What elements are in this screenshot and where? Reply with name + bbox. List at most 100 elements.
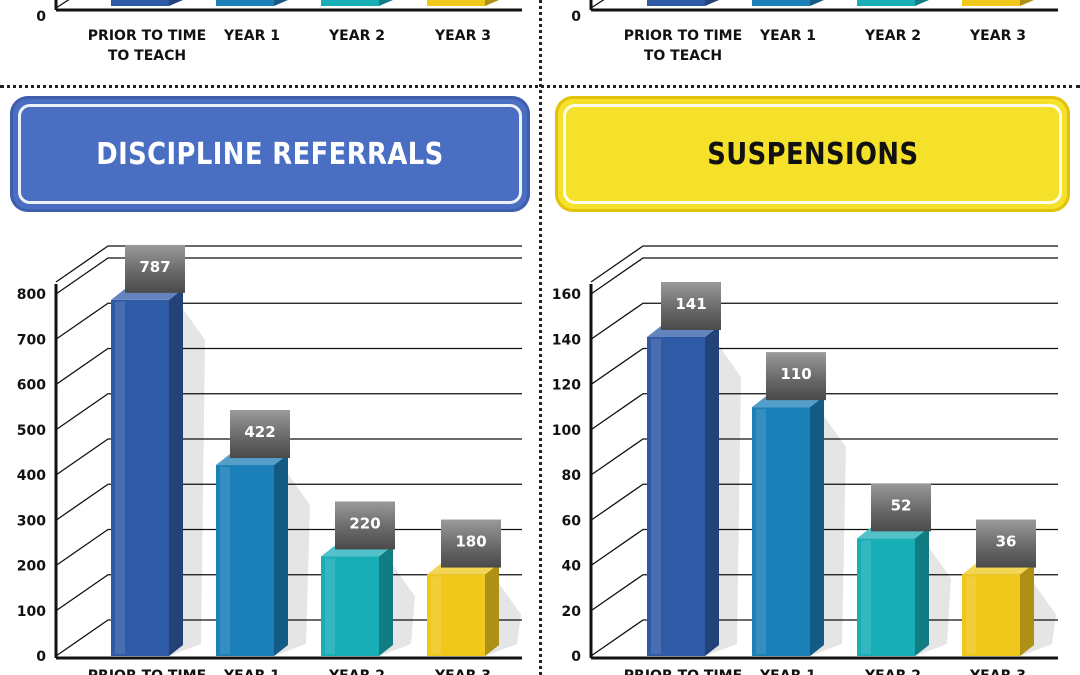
x-category-label: PRIOR TO TIME — [88, 668, 206, 675]
value-label-box — [766, 352, 826, 401]
bar-highlight — [115, 301, 125, 654]
x-category-label: TO TEACH — [108, 48, 186, 64]
bar — [857, 538, 915, 656]
suspensions-banner: SUSPENSIONS — [555, 96, 1070, 212]
bar-highlight — [756, 409, 766, 654]
bar-side — [485, 0, 499, 6]
bar — [111, 299, 169, 656]
bar-side — [705, 0, 719, 6]
bar — [647, 0, 705, 6]
value-label: 110 — [780, 365, 811, 383]
bar-side — [915, 527, 929, 656]
value-label: 220 — [349, 514, 380, 532]
bar-highlight — [325, 558, 335, 654]
bar — [752, 407, 810, 656]
gridline — [55, 302, 522, 340]
x-category-label: YEAR 1 — [223, 28, 280, 44]
y-tick-label: 140 — [552, 332, 581, 348]
y-tick-label: 600 — [17, 378, 46, 394]
ref-chart: 0 100 200 300 400 500 600 700 800 787 PRIOR TO TIM… — [17, 244, 522, 675]
gridline — [55, 347, 522, 386]
discipline-referrals-banner: DISCIPLINE REFERRALS — [10, 96, 530, 212]
x-category-label: PRIOR TO TIME — [624, 28, 742, 44]
value-label: 180 — [455, 533, 486, 551]
x-category-label: PRIOR TO TIME — [88, 28, 206, 44]
bar-side — [379, 545, 393, 656]
bar — [216, 0, 274, 6]
bar — [321, 0, 379, 6]
bar — [857, 0, 915, 6]
bar-side — [274, 0, 288, 6]
bar-side — [915, 0, 929, 6]
x-category-label: YEAR 2 — [864, 28, 921, 44]
cropped-chart-1: 0 PRIOR TO TIME TO TEACH YEAR 1 YEAR 2 YEAR 3 — [36, 0, 522, 64]
x-category-label: YEAR 1 — [759, 28, 816, 44]
x-category-label: YEAR 3 — [969, 28, 1026, 44]
gridline — [590, 393, 1058, 431]
bar-highlight — [861, 540, 871, 654]
bar-side — [1020, 0, 1034, 6]
y-tick-label: 0 — [36, 9, 46, 25]
y-tick-label: 500 — [17, 423, 46, 439]
sus-chart: 0 20 40 60 80 100 120 140 160 141 PRIOR TO TIME 110… — [552, 245, 1058, 675]
x-category-label: YEAR 3 — [434, 668, 491, 675]
horizontal-divider — [0, 85, 1080, 88]
bar-side — [274, 454, 288, 656]
bar — [427, 574, 485, 656]
value-label-box — [976, 519, 1036, 568]
gridline — [590, 0, 605, 9]
y-tick-label: 80 — [562, 468, 582, 484]
suspensions-title: SUSPENSIONS — [706, 136, 919, 172]
vertical-divider — [539, 0, 542, 675]
value-label-box — [871, 483, 931, 532]
y-tick-label: 20 — [562, 604, 582, 620]
y-tick-label: 0 — [571, 9, 581, 25]
x-category-label: YEAR 3 — [969, 668, 1026, 675]
value-label-box — [335, 501, 395, 550]
y-tick-label: 200 — [17, 559, 46, 575]
value-label-box — [230, 410, 290, 459]
y-tick-label: 400 — [17, 468, 46, 484]
value-label-box — [441, 519, 501, 568]
discipline-referrals-title: DISCIPLINE REFERRALS — [96, 136, 444, 172]
x-category-label: TO TEACH — [644, 48, 722, 64]
bar-highlight — [651, 338, 661, 654]
x-category-label: YEAR 1 — [223, 668, 280, 675]
y-tick-label: 800 — [17, 287, 46, 303]
gridline — [590, 302, 1058, 340]
y-tick-label: 60 — [562, 513, 582, 529]
bar-side — [485, 563, 499, 656]
gridline — [55, 245, 522, 283]
gridline — [590, 347, 1058, 386]
bar — [321, 556, 379, 656]
gridline — [590, 257, 1058, 295]
y-tick-label: 40 — [562, 559, 582, 575]
x-category-label: YEAR 1 — [759, 668, 816, 675]
value-label: 36 — [996, 533, 1017, 551]
x-category-label: YEAR 2 — [864, 668, 921, 675]
gridline — [55, 393, 522, 431]
value-label: 141 — [675, 295, 706, 313]
x-category-label: YEAR 3 — [434, 28, 491, 44]
y-tick-label: 160 — [552, 287, 581, 303]
x-category-label: YEAR 2 — [328, 28, 385, 44]
gridline — [55, 257, 522, 295]
gridline — [55, 0, 70, 9]
bar — [216, 465, 274, 656]
x-category-label: YEAR 2 — [328, 668, 385, 675]
bar-side — [379, 0, 393, 6]
bar — [647, 336, 705, 656]
bar — [962, 0, 1020, 6]
value-label-box — [125, 244, 185, 293]
bar — [111, 0, 169, 6]
bar-side — [810, 0, 824, 6]
y-tick-label: 0 — [36, 649, 46, 665]
gridline — [55, 438, 522, 476]
bar — [427, 0, 485, 6]
bar-side — [169, 0, 183, 6]
bar-side — [1020, 563, 1034, 656]
y-tick-label: 0 — [571, 649, 581, 665]
cropped-chart-2: 0 PRIOR TO TIME TO TEACH YEAR 1 YEAR 2 YEAR 3 — [571, 0, 1058, 64]
bar-highlight — [220, 467, 230, 654]
